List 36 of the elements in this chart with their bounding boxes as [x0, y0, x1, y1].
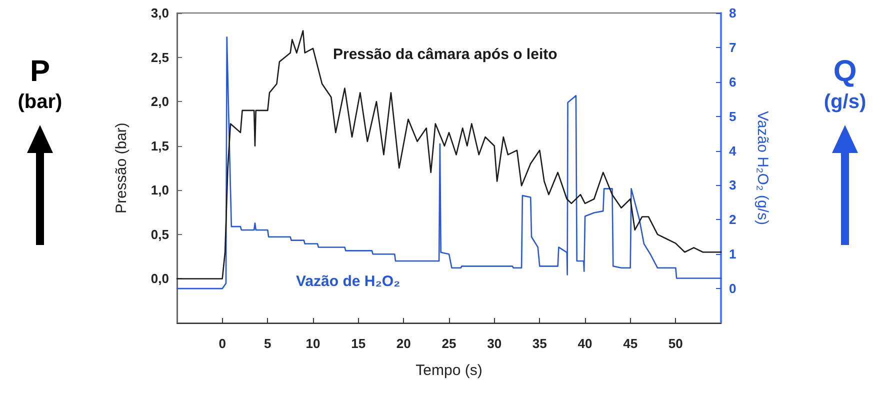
y2-tick-label: 8 [729, 6, 736, 20]
y-tick-label: 3,0 [150, 6, 169, 20]
y2-axis-title: Vazão H₂O₂ (g/s) [754, 111, 771, 225]
text: (bar) [18, 90, 62, 115]
y-tick-label: 0,0 [150, 271, 169, 286]
x-axis-title: Tempo (s) [416, 362, 482, 379]
y2-tick-label: 5 [729, 108, 736, 124]
x-tick-label: 50 [668, 336, 683, 351]
x-tick-label: 0 [218, 336, 226, 351]
y2-tick-label: 2 [729, 212, 736, 228]
y-tick-label: 2,0 [150, 94, 169, 110]
x-tick-label: 15 [351, 336, 366, 351]
x-tick-label: 10 [306, 336, 320, 351]
series-label: Vazão de H₂O₂ [296, 273, 400, 290]
y-tick-label: 0,5 [150, 226, 169, 242]
y2-tick-label: 0 [729, 281, 736, 296]
x-tick-label: 45 [623, 336, 638, 351]
x-tick-label: 20 [396, 336, 411, 351]
x-tick-label: 35 [532, 336, 547, 351]
x-tick-label: 30 [487, 336, 502, 351]
y-axis-title: Pressão (bar) [113, 122, 130, 214]
x-tick-label: 25 [442, 336, 456, 351]
y-tick-label: 1,5 [150, 138, 169, 154]
y2-tick-label: 4 [729, 143, 737, 158]
text: Q [833, 55, 857, 89]
text: P [30, 55, 50, 89]
y2-tick-label: 1 [729, 246, 736, 262]
text: (g/s) [824, 90, 866, 115]
x-tick-label: 40 [578, 336, 592, 351]
y2-tick-label: 7 [729, 40, 736, 55]
series-label: Pressão da câmara após o leito [333, 46, 558, 63]
y-tick-label: 1,0 [150, 182, 169, 198]
y-tick-label: 2,5 [150, 50, 169, 65]
y2-tick-label: 6 [729, 74, 736, 90]
y2-tick-label: 3 [729, 178, 736, 193]
x-tick-label: 5 [264, 336, 272, 351]
